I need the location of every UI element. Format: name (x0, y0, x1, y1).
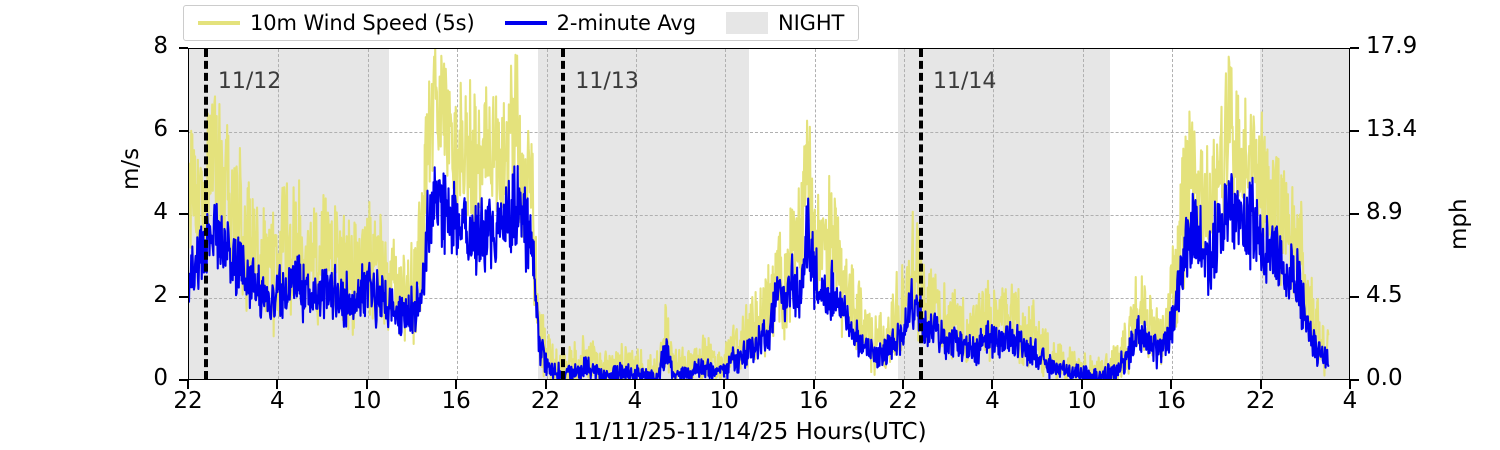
x-tick-label-12: 22 (1245, 388, 1276, 414)
x-tick-mark-2 (365, 380, 368, 389)
y-tick-label-left-8: 8 (153, 33, 168, 59)
legend-label-wind-speed: 10m Wind Speed (5s) (250, 11, 475, 35)
day-label-11-12: 11/12 (217, 69, 282, 94)
y-tick-mark-right-0-0 (1350, 379, 1359, 381)
legend-entry-10m-wind-speed[interactable]: 10m Wind Speed (5s) (198, 6, 475, 40)
x-tick-label-0: 22 (173, 388, 203, 414)
plot-area: 11/12 11/13 11/14 (188, 48, 1350, 380)
y-tick-mark-right-17-9 (1350, 47, 1359, 49)
y-tick-mark-left-2 (179, 296, 188, 298)
day-separator-2 (561, 49, 566, 379)
y-tick-mark-left-4 (179, 213, 188, 215)
y-tick-label-right-4-5: 4.5 (1366, 282, 1403, 308)
legend-line-swatch-wind-speed (198, 21, 240, 25)
day-separator-1 (203, 49, 208, 379)
x-tick-label-7: 16 (799, 388, 829, 414)
x-tick-label-13: 4 (1342, 388, 1358, 414)
legend-line-swatch-2min-avg (504, 21, 547, 25)
x-tick-mark-11 (1170, 380, 1173, 389)
y-tick-label-left-2: 2 (153, 282, 168, 308)
x-tick-mark-12 (1259, 380, 1262, 389)
x-tick-label-10: 10 (1067, 388, 1097, 414)
x-tick-mark-13 (1349, 380, 1351, 389)
series-layer (189, 49, 1330, 379)
x-tick-mark-7 (812, 380, 815, 389)
y-tick-mark-left-8 (179, 47, 188, 49)
x-tick-mark-4 (544, 380, 547, 389)
x-tick-label-2: 10 (352, 388, 382, 414)
x-tick-label-5: 4 (627, 388, 643, 414)
legend-entry-night[interactable]: NIGHT (725, 6, 845, 40)
y-tick-mark-right-4-5 (1350, 296, 1359, 298)
x-tick-label-8: 22 (888, 388, 918, 414)
series-line-2-minute-avg (189, 165, 1330, 379)
x-tick-label-9: 4 (985, 388, 1000, 414)
x-tick-mark-9 (991, 380, 994, 389)
y-tick-label-left-0: 0 (153, 365, 168, 391)
day-label-11-14: 11/14 (932, 69, 997, 94)
legend-label-night: NIGHT (777, 11, 845, 35)
x-tick-label-3: 16 (441, 388, 471, 414)
y-tick-label-right-13-4: 13.4 (1366, 116, 1418, 142)
legend-entry-2-minute-avg[interactable]: 2-minute Avg (504, 6, 696, 40)
y-axis-label-right: mph (1446, 198, 1472, 250)
x-tick-mark-6 (723, 380, 726, 389)
y-tick-label-right-17-9: 17.9 (1366, 33, 1418, 59)
x-axis-label: 11/11/25-11/14/25 Hours(UTC) (573, 419, 927, 445)
y-tick-mark-right-8-9 (1350, 213, 1359, 215)
x-tick-label-1: 4 (270, 388, 285, 414)
legend-patch-swatch-night (725, 12, 768, 34)
x-tick-mark-10 (1080, 380, 1083, 389)
day-separator-3 (918, 49, 923, 379)
night-band-2 (537, 49, 750, 379)
y-axis-label-left: m/s (118, 147, 144, 190)
x-tick-label-4: 22 (530, 388, 561, 414)
y-tick-mark-left-0 (179, 379, 188, 381)
y-tick-label-right-0-0: 0.0 (1366, 365, 1403, 391)
x-tick-label-6: 10 (709, 388, 739, 414)
chart-legend: 10m Wind Speed (5s) 2-minute Avg NIGHT (183, 5, 860, 41)
x-tick-label-11: 16 (1156, 388, 1186, 414)
x-tick-mark-8 (902, 380, 905, 389)
y-tick-mark-left-6 (179, 130, 188, 132)
legend-label-2min-avg: 2-minute Avg (556, 11, 696, 35)
x-tick-mark-3 (455, 380, 458, 389)
y-tick-label-left-6: 6 (153, 116, 168, 142)
x-tick-mark-1 (276, 380, 279, 389)
day-label-11-13: 11/13 (575, 69, 639, 94)
x-tick-mark-5 (633, 380, 636, 389)
y-tick-label-right-8-9: 8.9 (1366, 199, 1403, 225)
y-tick-mark-right-13-4 (1350, 130, 1359, 132)
x-tick-mark-0 (187, 380, 189, 389)
y-tick-label-left-4: 4 (153, 199, 168, 225)
